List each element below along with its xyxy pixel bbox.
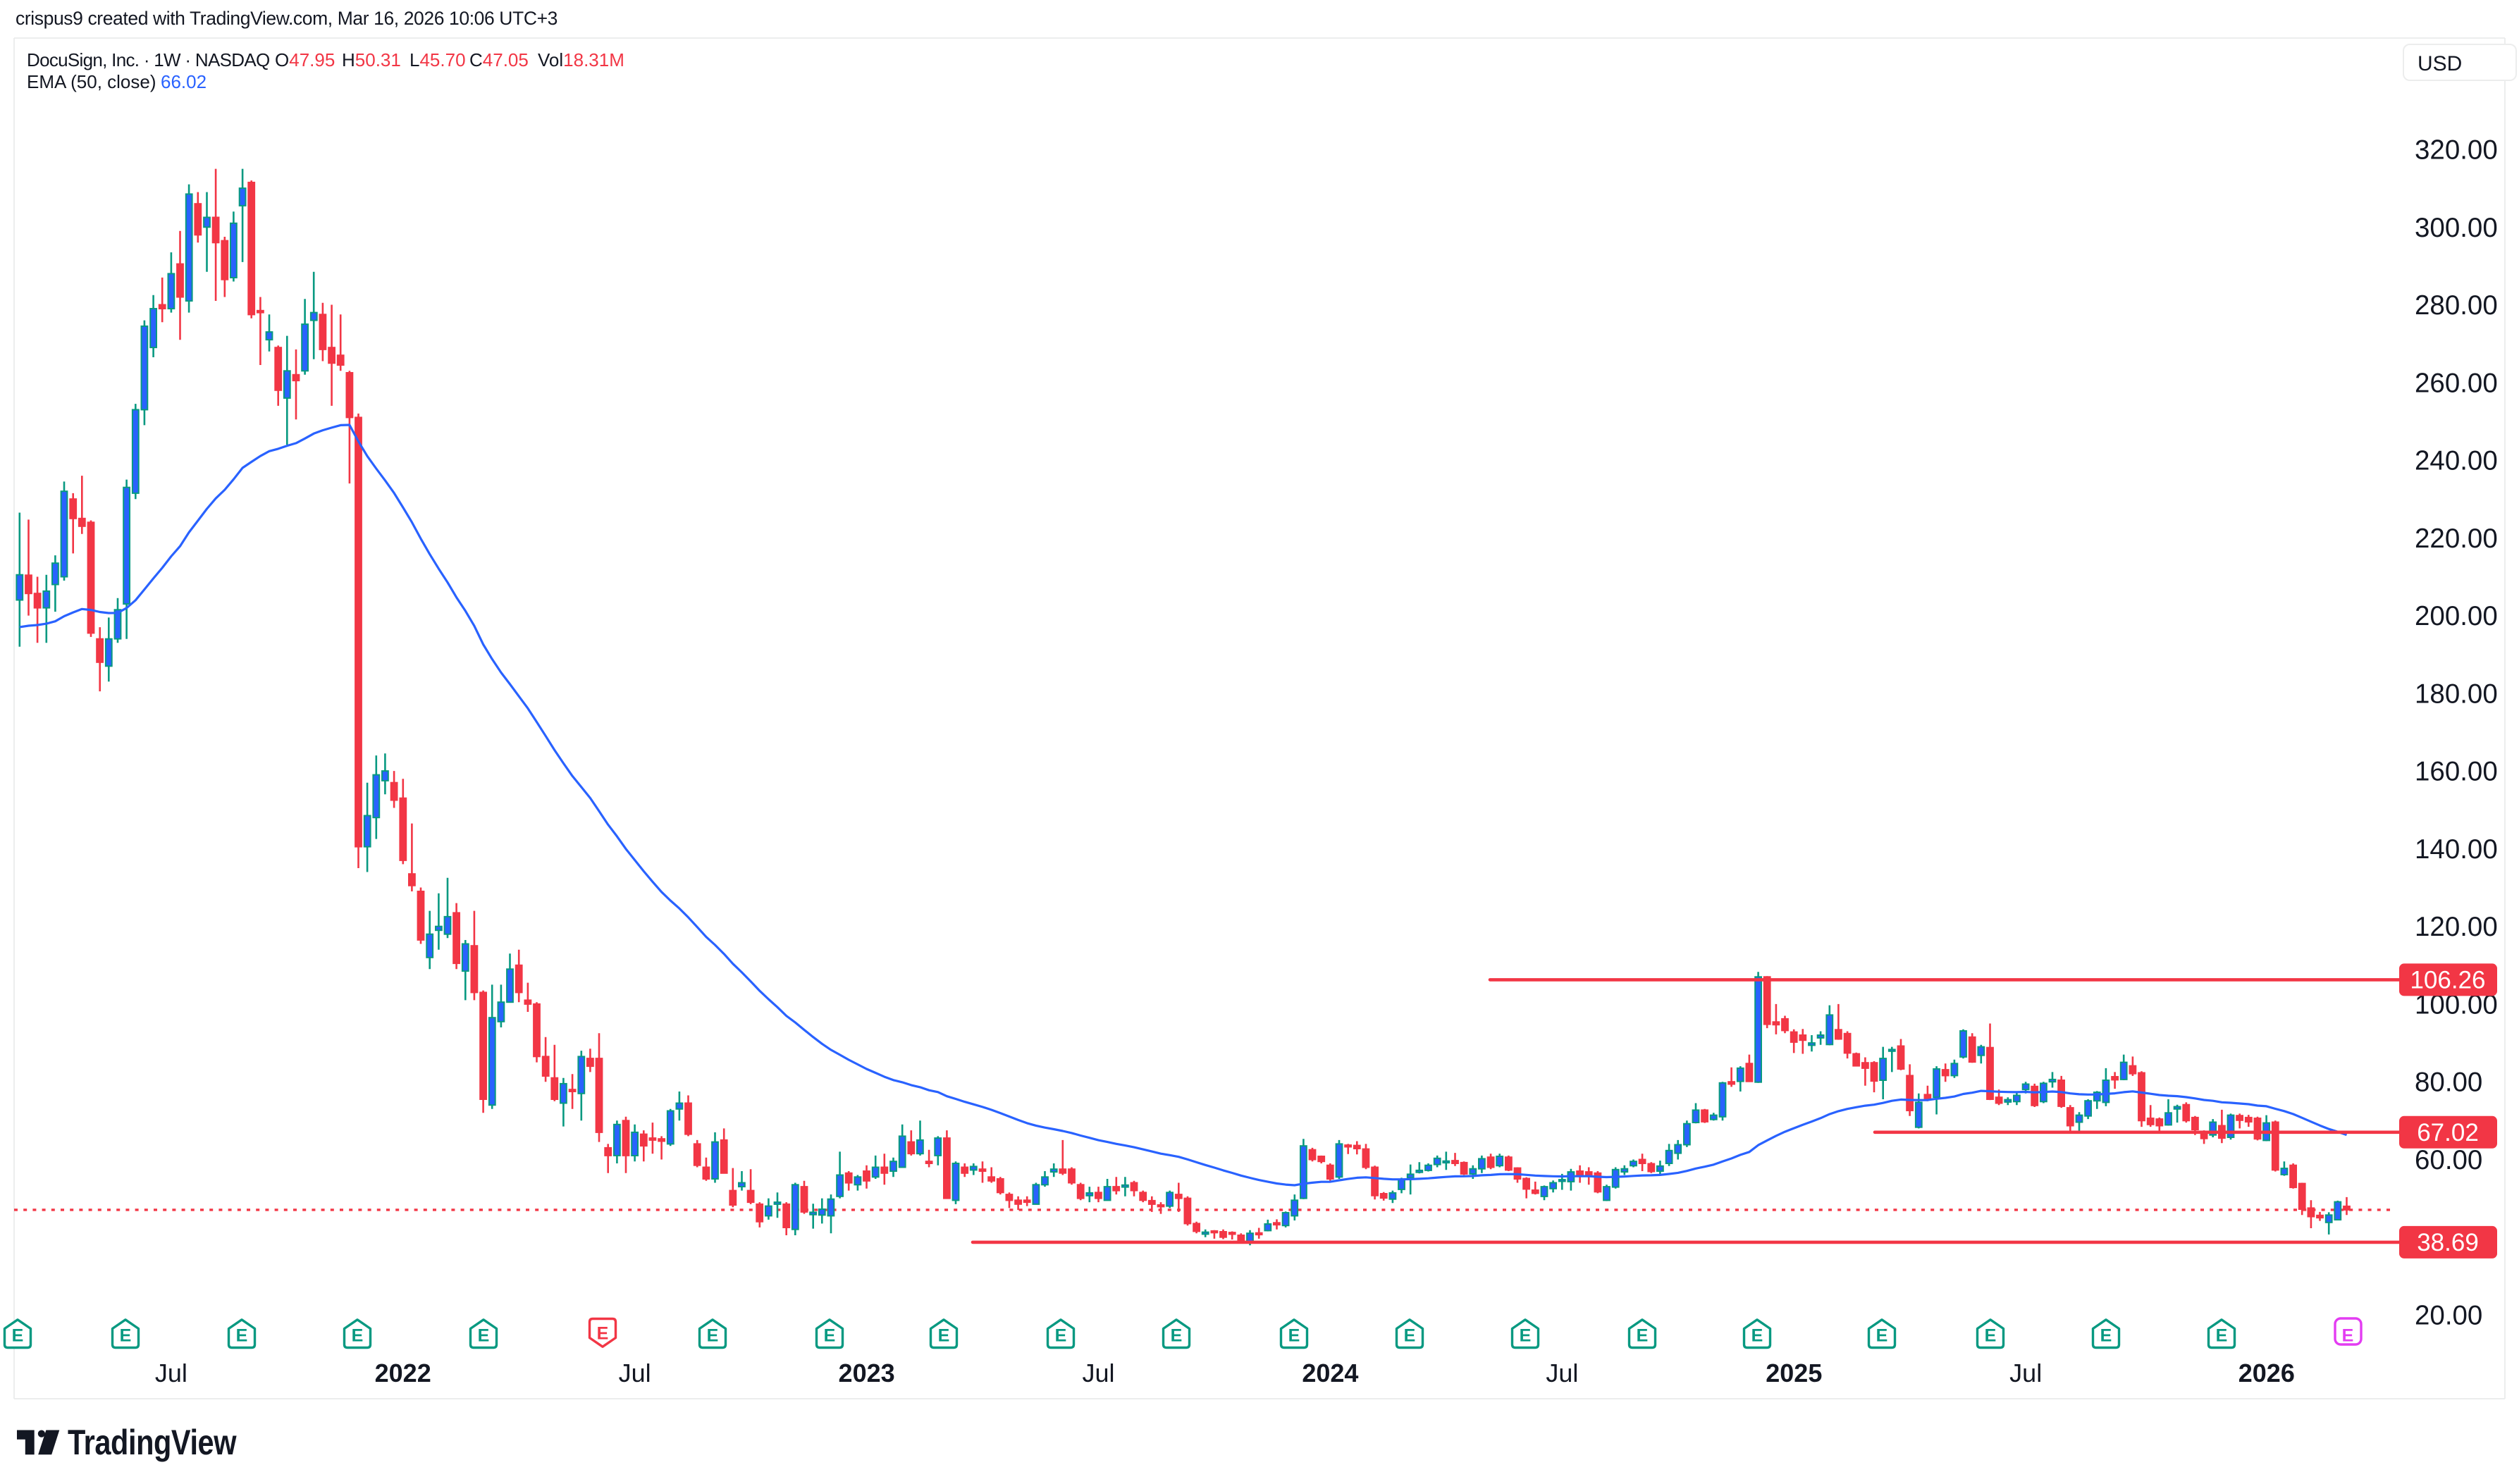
svg-text:USD: USD [2418, 52, 2462, 75]
svg-text:E: E [12, 1326, 24, 1346]
svg-text:80.00: 80.00 [2415, 1068, 2482, 1098]
svg-text:Jul: Jul [2009, 1359, 2042, 1387]
svg-text:Jul: Jul [1546, 1359, 1578, 1387]
svg-text:E: E [597, 1324, 609, 1344]
svg-text:320.00: 320.00 [2415, 135, 2498, 166]
svg-text:60.00: 60.00 [2415, 1145, 2482, 1175]
svg-text:E: E [352, 1326, 364, 1346]
svg-text:E: E [1055, 1326, 1067, 1346]
svg-text:E: E [1520, 1326, 1532, 1346]
svg-text:2023: 2023 [839, 1359, 895, 1387]
svg-text:E: E [1171, 1326, 1183, 1346]
svg-text:2022: 2022 [375, 1359, 431, 1387]
svg-text:2026: 2026 [2238, 1359, 2295, 1387]
svg-text:106.26: 106.26 [2410, 966, 2485, 994]
svg-text:Jul: Jul [155, 1359, 187, 1387]
svg-text:E: E [2216, 1326, 2228, 1346]
svg-text:E: E [938, 1326, 950, 1346]
svg-text:180.00: 180.00 [2415, 679, 2498, 709]
svg-text:E: E [120, 1326, 132, 1346]
svg-text:E: E [1288, 1326, 1300, 1346]
svg-text:E: E [1637, 1326, 1649, 1346]
svg-text:20.00: 20.00 [2415, 1301, 2482, 1331]
svg-text:crispus9 created with TradingV: crispus9 created with TradingView.com, M… [16, 8, 558, 29]
svg-text:E: E [707, 1326, 719, 1346]
svg-text:38.69: 38.69 [2417, 1229, 2479, 1256]
svg-text:2025: 2025 [1766, 1359, 1822, 1387]
svg-text:Jul: Jul [619, 1359, 651, 1387]
svg-text:E: E [2342, 1326, 2354, 1346]
svg-text:E: E [478, 1326, 490, 1346]
svg-text:E: E [824, 1326, 836, 1346]
svg-text:E: E [1751, 1326, 1763, 1346]
svg-text:67.02: 67.02 [2417, 1119, 2479, 1146]
svg-text:E: E [1985, 1326, 1997, 1346]
svg-text:140.00: 140.00 [2415, 834, 2498, 865]
svg-text:E: E [2100, 1326, 2112, 1346]
svg-text:E: E [236, 1326, 248, 1346]
svg-text:EMA (50, close)66.02: EMA (50, close) 66.02 [27, 71, 207, 92]
svg-text:280.00: 280.00 [2415, 290, 2498, 321]
svg-text:TradingView: TradingView [68, 1422, 237, 1462]
svg-text:E: E [1876, 1326, 1888, 1346]
svg-text:2024: 2024 [1302, 1359, 1358, 1387]
svg-text:160.00: 160.00 [2415, 757, 2498, 787]
svg-text:260.00: 260.00 [2415, 368, 2498, 398]
svg-text:E: E [1404, 1326, 1416, 1346]
svg-text:300.00: 300.00 [2415, 213, 2498, 243]
svg-text:Jul: Jul [1082, 1359, 1114, 1387]
svg-text:200.00: 200.00 [2415, 601, 2498, 631]
svg-text:120.00: 120.00 [2415, 912, 2498, 942]
svg-text:220.00: 220.00 [2415, 524, 2498, 554]
svg-text:240.00: 240.00 [2415, 446, 2498, 476]
